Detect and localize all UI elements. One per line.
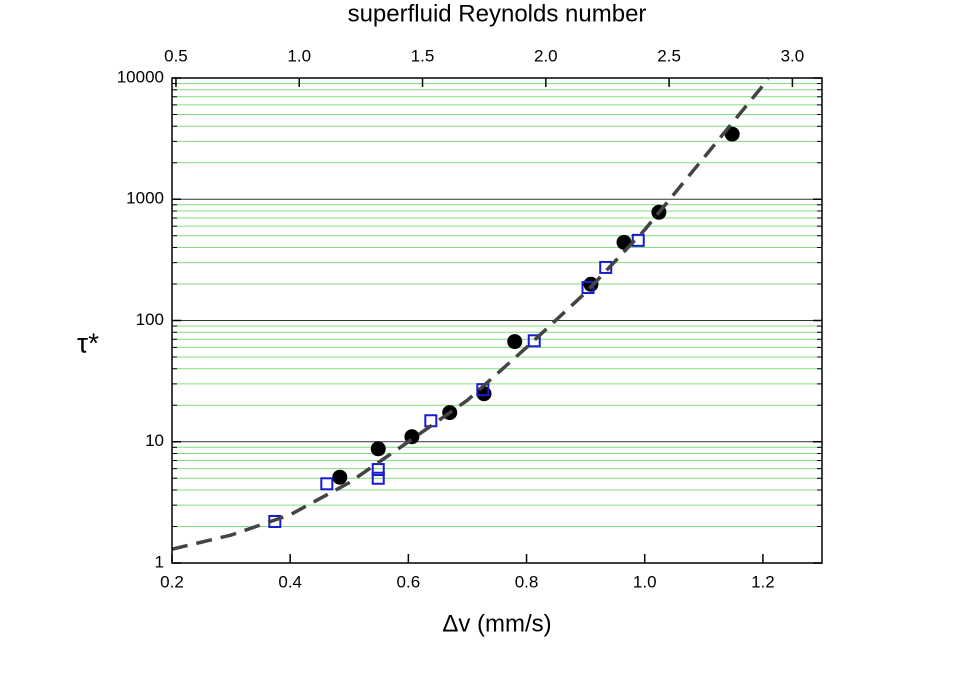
- y-tick-label: 1000: [126, 189, 164, 208]
- fit-line: [171, 77, 770, 551]
- data-point: [476, 383, 490, 397]
- data-point: [527, 334, 541, 348]
- x2-tick-label: 1.5: [411, 46, 435, 65]
- x2-tick-label: 2.0: [534, 46, 558, 65]
- data-point: [371, 463, 385, 477]
- x-tick-label: 0.6: [397, 572, 421, 591]
- x2-tick-label: 0.5: [164, 46, 188, 65]
- x2-axis-label: superfluid Reynolds number: [348, 0, 647, 27]
- x2-tick-label: 1.0: [287, 46, 311, 65]
- data-point: [581, 281, 595, 295]
- y-tick-label: 1: [155, 552, 164, 571]
- plot-frame: [171, 77, 823, 564]
- y-tick-label: 10000: [117, 67, 164, 86]
- y-axis-label: τ*: [77, 327, 99, 358]
- x-tick-label: 1.2: [751, 572, 775, 591]
- data-point: [370, 441, 386, 457]
- x-tick-label: 0.8: [515, 572, 539, 591]
- x-axis-label: Δv (mm/s): [442, 610, 551, 637]
- data-point: [507, 334, 523, 350]
- data-point: [332, 469, 348, 485]
- data-point: [320, 477, 334, 491]
- x2-tick-label: 2.5: [657, 46, 681, 65]
- x2-tick-label: 3.0: [781, 46, 805, 65]
- x-tick-label: 1.0: [633, 572, 657, 591]
- y-tick-label: 10: [145, 431, 164, 450]
- plot-area: 1 10 100 1000 10000 0.2 0.4 0.6 0.8 1.0 1.2 0.5 1.0 1…: [117, 46, 822, 591]
- data-point: [371, 471, 385, 485]
- y-tick-label: 100: [136, 310, 164, 329]
- x-tick-label: 0.4: [278, 572, 302, 591]
- x-tick-label: 0.2: [160, 572, 184, 591]
